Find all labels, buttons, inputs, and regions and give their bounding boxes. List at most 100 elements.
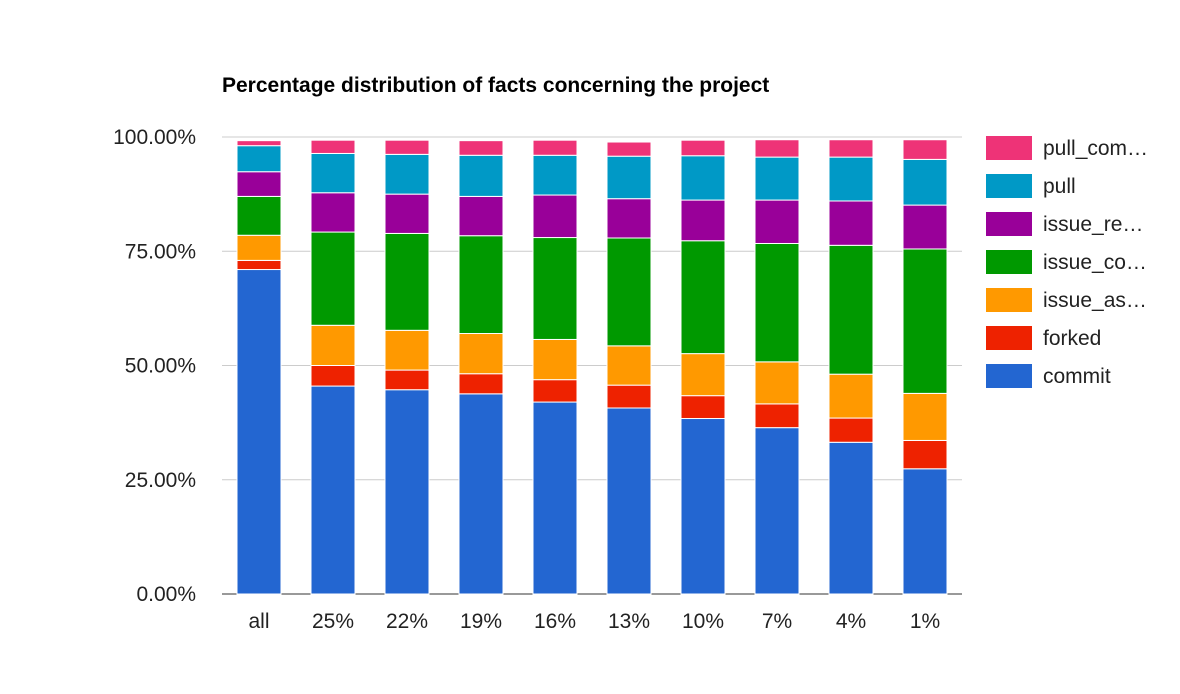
bar-segment-issue-as [236, 234, 282, 261]
bar-segment-issue-re [680, 199, 726, 242]
x-tick-label: 10% [682, 610, 724, 633]
bar-segment-pull [902, 158, 948, 206]
axes: 0.00% 25.00% 50.00% 75.00% 100.00% all 25% 22% 1… [113, 126, 940, 633]
bar-segment-pull [384, 153, 430, 195]
bar-segment-issue-re [532, 194, 578, 239]
bar-segment-issue-as [310, 324, 356, 366]
bar-segment-forked [310, 365, 356, 387]
x-tick-label: 1% [910, 610, 940, 633]
bar-segment-issue-re [606, 198, 652, 239]
bar-segment-pull-com [458, 140, 504, 156]
bar-segment-issue-as [606, 345, 652, 386]
bar-segment-pull-com [384, 139, 430, 155]
bar-segment-issue-as [680, 353, 726, 397]
bar-segment-issue-as [458, 333, 504, 375]
bar-segment-pull-com [680, 139, 726, 157]
bar-segment-pull-com [236, 140, 282, 147]
bar-segment-pull-com [754, 139, 800, 158]
bar-segment-forked [828, 417, 874, 443]
x-tick-label: 7% [762, 610, 792, 633]
bar-segment-issue-re [754, 199, 800, 244]
bar-segment-issue-co [754, 242, 800, 363]
bar-segment-issue-as [902, 392, 948, 441]
legend: pull_com…pull issue_re… issue_co… issue_as…… [986, 136, 1148, 388]
bar-segment-pull [458, 154, 504, 197]
bar-segment-issue-co [902, 248, 948, 394]
bar-segment-issue-re [310, 192, 356, 233]
bar-segment-forked [384, 369, 430, 391]
bar-segment-forked [754, 403, 800, 429]
legend-label: forked [1043, 327, 1101, 350]
bar-segment-pull-com [310, 139, 356, 154]
bar-segment-pull [754, 156, 800, 201]
bar-segment-pull [828, 156, 874, 202]
bar-segment-issue-co [310, 231, 356, 326]
y-tick-label: 100.00% [113, 126, 196, 149]
y-tick-label: 75.00% [125, 240, 196, 263]
bar-segment-issue-as [384, 329, 430, 371]
bar-segment-forked [606, 384, 652, 409]
bar-segment-commit [754, 427, 800, 595]
x-tick-label: 13% [608, 610, 650, 633]
y-tick-label: 25.00% [125, 469, 196, 492]
bar-segment-pull [310, 152, 356, 194]
bar-segment-forked [680, 395, 726, 420]
bar-segment-pull-com [532, 139, 578, 156]
x-tick-label: 19% [460, 610, 502, 633]
bar-segment-pull [606, 155, 652, 200]
legend-swatch [986, 136, 1032, 160]
x-tick-label: 4% [836, 610, 866, 633]
bar-segment-issue-re [384, 193, 430, 234]
bar-segment-pull [680, 155, 726, 201]
legend-swatch [986, 288, 1032, 312]
bar-segment-issue-as [532, 338, 578, 381]
bar-segment-forked [532, 379, 578, 403]
bar-segment-issue-re [236, 171, 282, 197]
x-tick-label: 16% [534, 610, 576, 633]
bar-segment-issue-co [680, 240, 726, 355]
legend-label: pull_com… [1043, 137, 1148, 160]
legend-swatch [986, 326, 1032, 350]
legend-label: issue_re… [1043, 213, 1143, 236]
y-tick-label: 50.00% [125, 355, 196, 378]
legend-swatch [986, 174, 1032, 198]
bar-segment-pull-com [828, 139, 874, 158]
bar-segment-issue-re [828, 200, 874, 246]
legend-label: issue_co… [1043, 251, 1147, 274]
bar-segment-pull [236, 145, 282, 173]
bar-segment-pull-com [902, 139, 948, 160]
bar-segment-commit [828, 441, 874, 595]
x-tick-label: 22% [386, 610, 428, 633]
bar-segment-commit [532, 401, 578, 595]
bar-segment-issue-as [754, 361, 800, 405]
bar-segment-issue-co [384, 232, 430, 331]
y-tick-label: 0.00% [136, 583, 196, 606]
x-tick-label: all [248, 610, 269, 633]
bar-segment-issue-co [828, 244, 874, 375]
bar-segment-commit [606, 407, 652, 595]
legend-label: issue_as… [1043, 289, 1147, 312]
bar-segment-issue-co [236, 195, 282, 236]
legend-swatch [986, 250, 1032, 274]
bar-segment-pull-com [606, 141, 652, 157]
bar-segment-issue-co [458, 235, 504, 335]
bar-segment-issue-co [606, 237, 652, 347]
chart-title: Percentage distribution of facts concern… [222, 74, 770, 97]
legend-swatch [986, 212, 1032, 236]
bar-segment-commit [458, 393, 504, 595]
legend-label: commit [1043, 365, 1111, 388]
legend-swatch [986, 364, 1032, 388]
bar-segment-commit [902, 468, 948, 595]
bar-segment-issue-re [902, 204, 948, 250]
bar-segment-forked [902, 439, 948, 470]
bar-segment-commit [310, 385, 356, 595]
bar-segment-commit [236, 269, 282, 595]
bar-segment-forked [236, 259, 282, 271]
x-tick-label: 25% [312, 610, 354, 633]
bar-segment-commit [680, 418, 726, 595]
legend-label: pull [1043, 175, 1076, 198]
bar-segment-issue-as [828, 373, 874, 419]
bar-segment-pull [532, 154, 578, 196]
bar-segment-issue-re [458, 195, 504, 237]
